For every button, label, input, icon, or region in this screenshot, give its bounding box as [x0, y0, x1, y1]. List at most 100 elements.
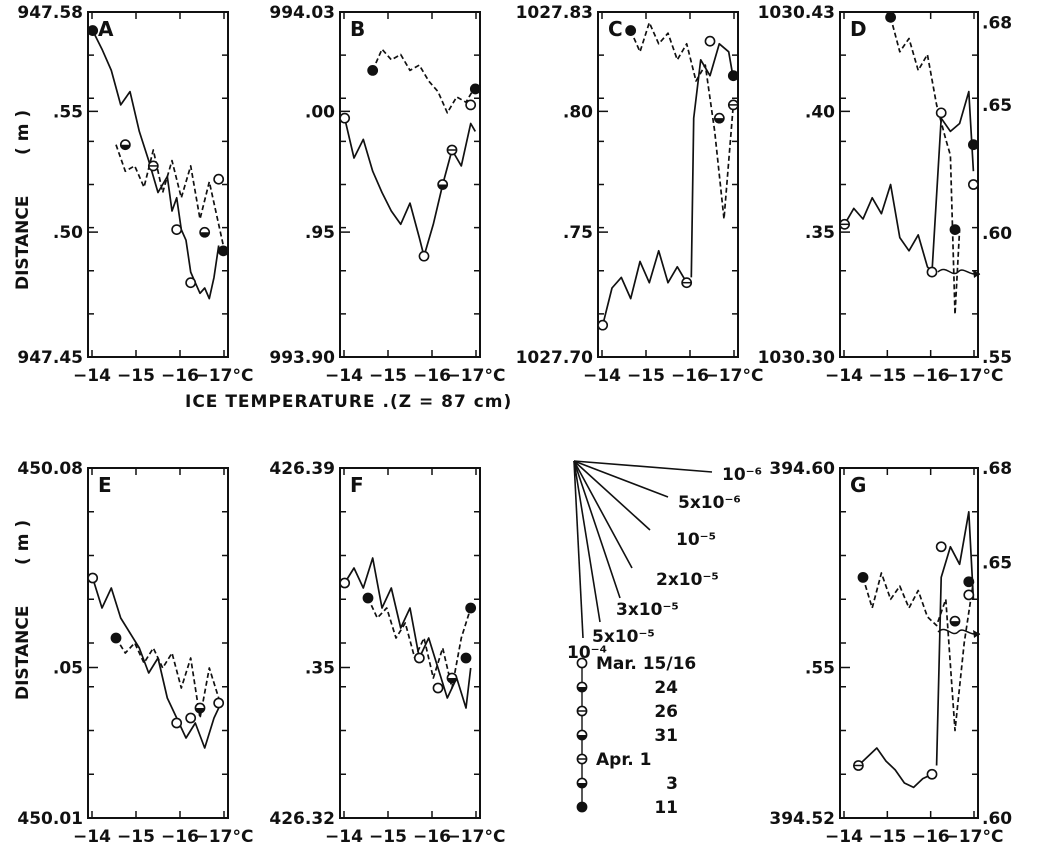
data-marker-half-fill [438, 184, 448, 190]
series-line-E-solid [91, 577, 220, 749]
legend-marker-filled [576, 801, 588, 813]
data-marker-half-fill [447, 678, 457, 683]
x-tick-label: −14 [73, 827, 111, 846]
data-marker-open [171, 224, 183, 236]
legend-marker-half-fill [577, 687, 587, 692]
data-marker-open [935, 107, 947, 119]
y-tick-label: 993.90 [269, 348, 335, 368]
y-tick-label: .95 [305, 223, 335, 243]
legend-label: 31 [654, 726, 678, 746]
data-marker-open [926, 768, 938, 780]
data-marker-filled [727, 70, 739, 82]
x-tick-label: −16 [413, 366, 451, 386]
data-marker-half-fill [714, 118, 724, 123]
y-tick-label: .05 [53, 659, 83, 679]
series-line-C-solid [690, 42, 735, 278]
panel-letter-A: A [98, 17, 114, 41]
x-tick-label: −14 [825, 366, 863, 386]
y-tick-label: .40 [805, 102, 835, 122]
legend-label: 24 [654, 678, 678, 698]
slope-label: 10⁻⁵ [676, 530, 716, 550]
y-tick-label: 450.08 [17, 459, 83, 479]
slope-line [573, 460, 621, 599]
x-tick-label: −16 [161, 366, 199, 386]
x-tick-label: −16 [912, 827, 950, 846]
x-tick-label: −15 [369, 366, 407, 386]
y-tick-label: .35 [305, 659, 335, 679]
series-line-A-solid [91, 30, 220, 300]
data-marker-filled [625, 25, 637, 36]
y-tick-label: 394.60 [769, 459, 835, 479]
data-marker-open [704, 35, 716, 47]
slope-line [573, 460, 669, 498]
tick-marks [88, 11, 978, 819]
y2-tick-label: .68 [982, 459, 1012, 479]
series-line-C-solid [601, 249, 688, 326]
series-line-C-dashed [629, 21, 735, 220]
data-marker-filled [949, 224, 961, 236]
data-marker-open [597, 319, 609, 331]
y-tick-label: 1027.70 [516, 348, 594, 368]
x-tick-label: −14 [325, 366, 363, 386]
x-tick-label: −16 [671, 366, 709, 386]
x-tick-label: −15 [117, 827, 155, 846]
panel-letter-F: F [350, 473, 364, 497]
y-tick-label: .35 [805, 223, 835, 243]
y-tick-label: 426.39 [269, 459, 335, 479]
data-marker-filled [968, 139, 979, 151]
data-marker-open [87, 572, 99, 584]
panel-letter-B: B [350, 17, 365, 41]
x-tick-label: −14 [583, 366, 621, 386]
panel-letter-D: D [850, 17, 867, 41]
data-marker-open [213, 173, 225, 185]
data-marker-filled [110, 632, 122, 644]
y-tick-label: 1030.30 [758, 348, 836, 368]
data-marker-filled [217, 245, 229, 257]
data-marker-open [432, 682, 444, 694]
slope-line [573, 460, 713, 473]
y-axis-title-bottom: DISTANCE [13, 606, 33, 700]
squiggle-arrow-g [937, 628, 981, 635]
data-marker-filled [367, 64, 379, 76]
series-line-B-dashed [371, 48, 477, 114]
x-tick-label: −15 [868, 827, 906, 846]
series-line-B-solid [343, 118, 425, 257]
slope-label: 3x10⁻⁵ [616, 600, 679, 620]
y2-tick-label: .68 [982, 13, 1012, 33]
x-tick-label: −17°C [945, 366, 1004, 386]
panel-letter-E: E [98, 473, 112, 497]
legend-marker-half-fill [577, 735, 587, 740]
series-line-B-solid [423, 122, 477, 257]
panel-letter-G: G [850, 473, 866, 497]
x-tick-label: −15 [627, 366, 665, 386]
data-marker-open [339, 112, 351, 124]
panel-frames [87, 11, 979, 819]
legend-label: Apr. 1 [596, 750, 652, 770]
series-line-D-solid [931, 90, 975, 273]
y-tick-label: 426.32 [269, 809, 335, 829]
panel-frame-D [839, 11, 979, 358]
x-tick-label: −15 [117, 366, 155, 386]
x-tick-label: −15 [868, 366, 906, 386]
y-tick-label: 1030.43 [758, 3, 835, 23]
x-tick-label: −14 [325, 827, 363, 846]
y-tick-label: .55 [805, 659, 835, 679]
legend-marker-half-fill [577, 783, 587, 788]
panel-letter-C: C [608, 17, 623, 41]
data-marker-half-fill [195, 708, 205, 713]
series-line-F-solid [343, 557, 472, 709]
data-marker-open [339, 577, 351, 589]
data-marker-filled [857, 571, 869, 583]
legend-label: 11 [654, 798, 678, 818]
legend-label: 26 [654, 702, 678, 722]
slope-line [573, 460, 633, 569]
x-tick-label: −17°C [195, 827, 254, 846]
x-tick-label: −17°C [945, 827, 1004, 846]
slope-label: 2x10⁻⁵ [656, 570, 719, 590]
legend-label: 3 [666, 774, 678, 794]
data-marker-filled [885, 11, 896, 23]
series-line-A-dashed [115, 144, 225, 246]
y-axis-unit-top: ( m ) [13, 110, 33, 155]
data-marker-filled [469, 83, 481, 95]
data-marker-open [213, 697, 225, 709]
